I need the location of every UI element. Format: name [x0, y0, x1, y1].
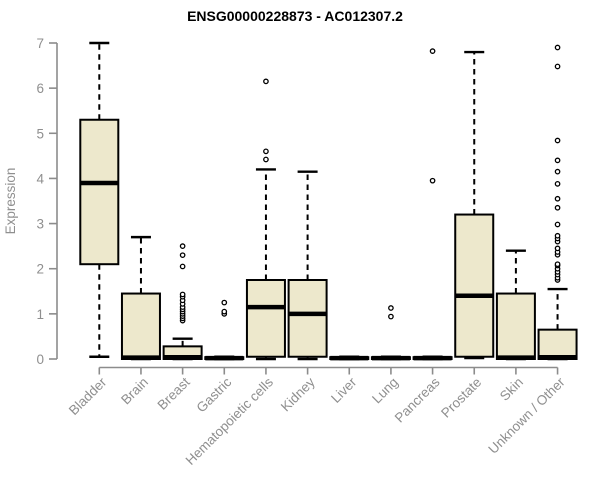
x-category-label: Kidney: [278, 374, 318, 414]
iqr-box: [120, 292, 161, 360]
outlier-point: [554, 221, 561, 228]
outlier-point: [388, 313, 394, 320]
y-tick-label: 6: [36, 81, 44, 96]
box-hematopoietic-cells: [245, 78, 286, 361]
x-category-label: Unknown / Other: [485, 374, 568, 457]
outlier-point: [554, 44, 561, 51]
box-kidney: [287, 170, 328, 361]
iqr-box: [495, 292, 536, 360]
outlier-point: [263, 156, 269, 163]
box-breast: [162, 243, 203, 361]
outlier-point: [554, 168, 561, 175]
y-tick-label: 4: [36, 171, 44, 186]
outlier-point: [429, 177, 436, 184]
outlier-point: [554, 261, 561, 268]
box-pancreas: [412, 48, 453, 361]
iqr-box: [287, 279, 328, 358]
x-category-label: Gastric: [194, 374, 235, 415]
x-category-label: Breast: [155, 374, 193, 412]
box-bladder: [79, 41, 120, 358]
outlier-point: [179, 263, 186, 270]
outlier-point: [554, 137, 561, 144]
boxplot-series: [79, 41, 578, 361]
outlier-point: [388, 305, 394, 311]
y-tick-label: 3: [36, 217, 44, 232]
box-brain: [120, 235, 161, 361]
x-category-label: Brain: [118, 375, 151, 408]
y-axis: 0 1 2 3 4 5 6 7: [36, 36, 58, 367]
y-tick-label: 0: [36, 352, 44, 367]
box-liver: [329, 355, 370, 361]
outlier-point: [263, 148, 269, 155]
outlier-point: [221, 299, 228, 306]
box-skin: [495, 249, 536, 361]
box-lung: [370, 305, 411, 361]
outlier-point: [179, 243, 186, 249]
outlier-point: [221, 308, 228, 315]
outlier-point: [179, 291, 186, 298]
y-tick-label: 5: [36, 126, 44, 141]
x-category-label: Liver: [328, 374, 360, 406]
outlier-point: [554, 204, 561, 211]
y-tick-label: 2: [36, 262, 44, 277]
x-category-label: Lung: [369, 375, 401, 407]
outlier-point: [263, 78, 269, 85]
box-gastric: [204, 299, 245, 361]
iqr-box: [454, 213, 495, 358]
outlier-point: [179, 252, 186, 259]
box-prostate: [454, 50, 495, 360]
x-category-label: Bladder: [66, 374, 110, 418]
outlier-point: [554, 180, 561, 187]
x-category-label: Prostate: [438, 375, 484, 421]
outlier-point: [554, 195, 561, 202]
outlier-point: [554, 245, 561, 252]
outlier-point: [554, 232, 561, 239]
iqr-box: [79, 118, 120, 266]
outlier-point: [554, 157, 561, 164]
x-category-label: Skin: [497, 375, 526, 404]
outlier-point: [429, 48, 436, 54]
iqr-box: [537, 328, 578, 360]
chart-title: ENSG00000228873 - AC012307.2: [187, 8, 403, 24]
y-tick-label: 7: [36, 36, 44, 51]
iqr-box: [245, 279, 286, 358]
box-unknown-other: [537, 44, 578, 361]
outlier-point: [554, 63, 561, 70]
y-tick-label: 1: [36, 307, 44, 322]
y-axis-label: Expression: [3, 168, 18, 235]
x-category-label: Pancreas: [392, 374, 443, 425]
